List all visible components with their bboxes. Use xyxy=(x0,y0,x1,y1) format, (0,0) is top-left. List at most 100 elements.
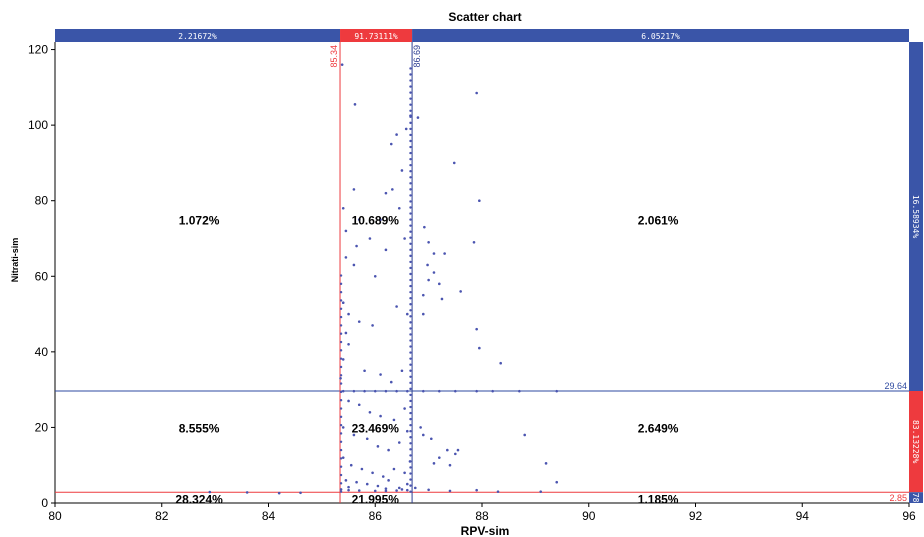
data-point xyxy=(405,488,409,492)
data-point xyxy=(400,169,404,172)
data-point xyxy=(475,91,478,95)
data-point xyxy=(339,307,343,310)
data-point xyxy=(208,490,212,494)
data-point xyxy=(397,486,401,490)
data-point xyxy=(409,430,412,433)
data-point xyxy=(341,456,345,459)
x-threshold-low-label: 85.34 xyxy=(329,45,339,68)
data-point xyxy=(416,116,420,119)
x-tick-label: 94 xyxy=(796,509,810,523)
right-bar-bottom xyxy=(909,492,923,503)
data-point xyxy=(409,387,412,391)
data-point xyxy=(438,389,441,393)
data-point xyxy=(440,297,444,301)
data-point xyxy=(409,103,412,106)
y-tick-label: 0 xyxy=(41,496,48,510)
data-point xyxy=(413,486,417,490)
data-point xyxy=(409,333,412,336)
data-point xyxy=(523,433,526,437)
data-point xyxy=(409,127,412,131)
data-point xyxy=(373,389,377,393)
x-tick-label: 90 xyxy=(582,509,596,523)
data-point xyxy=(409,315,412,318)
data-point xyxy=(344,331,348,335)
data-point xyxy=(443,252,446,255)
top-bar-label: 6.05217% xyxy=(641,32,680,41)
data-point xyxy=(392,418,396,422)
data-point xyxy=(373,489,377,493)
data-point xyxy=(395,133,398,136)
data-point xyxy=(409,79,412,82)
data-point xyxy=(409,73,412,76)
data-point xyxy=(409,411,412,415)
data-point xyxy=(384,248,388,252)
data-point xyxy=(475,327,478,331)
data-point xyxy=(341,358,345,361)
data-point xyxy=(409,345,412,348)
top-bar-right xyxy=(412,29,909,42)
right-bar-label: 16.58934% xyxy=(911,195,920,239)
data-point xyxy=(429,437,433,441)
data-point xyxy=(472,240,476,244)
data-point xyxy=(384,487,388,490)
data-point xyxy=(409,254,412,258)
data-point xyxy=(344,229,348,233)
data-point xyxy=(400,369,404,373)
data-point xyxy=(475,488,478,492)
data-point xyxy=(339,490,343,493)
data-point xyxy=(427,278,430,282)
data-point xyxy=(395,389,398,393)
data-point xyxy=(409,290,412,294)
region-percent-label: 8.555% xyxy=(179,421,220,435)
region-percent-label: 28.324% xyxy=(175,492,223,506)
data-point xyxy=(409,121,412,125)
data-point xyxy=(409,339,412,342)
data-point xyxy=(409,230,412,233)
x-axis-label: RPV-sim xyxy=(461,524,510,537)
data-point xyxy=(438,282,441,286)
data-point xyxy=(389,142,393,146)
data-point xyxy=(409,405,412,409)
data-point xyxy=(387,448,390,452)
data-point xyxy=(432,252,436,255)
data-point xyxy=(339,332,343,335)
data-point xyxy=(339,357,343,360)
data-point xyxy=(387,479,390,482)
right-bar-middle xyxy=(909,390,923,493)
data-point xyxy=(448,463,452,467)
chart-title: Scatter chart xyxy=(448,10,521,24)
data-point xyxy=(409,260,412,264)
data-point xyxy=(409,472,412,475)
data-point xyxy=(438,456,441,459)
data-point xyxy=(339,324,343,327)
x-tick-label: 96 xyxy=(902,509,916,523)
data-point xyxy=(339,377,342,380)
data-point xyxy=(357,320,361,323)
data-point xyxy=(339,482,343,485)
x-tick-label: 80 xyxy=(48,509,62,523)
data-point xyxy=(555,389,559,393)
data-point xyxy=(409,478,412,481)
data-point xyxy=(409,67,412,70)
data-point xyxy=(339,315,343,319)
data-point xyxy=(245,491,249,494)
data-point xyxy=(353,103,357,106)
data-point xyxy=(409,206,412,209)
data-point xyxy=(347,342,350,346)
data-point xyxy=(339,349,343,352)
data-point xyxy=(371,471,374,475)
data-point xyxy=(403,471,406,475)
data-point xyxy=(491,389,494,393)
data-point xyxy=(478,346,481,350)
data-point xyxy=(389,380,393,384)
data-point xyxy=(426,263,429,267)
data-point xyxy=(379,373,382,376)
data-point xyxy=(409,145,412,149)
data-point xyxy=(344,479,348,482)
top-bar-left xyxy=(55,29,341,42)
data-point xyxy=(347,399,350,403)
data-point xyxy=(539,490,543,493)
data-point xyxy=(403,407,406,410)
data-point xyxy=(409,436,412,439)
data-point xyxy=(409,97,412,100)
